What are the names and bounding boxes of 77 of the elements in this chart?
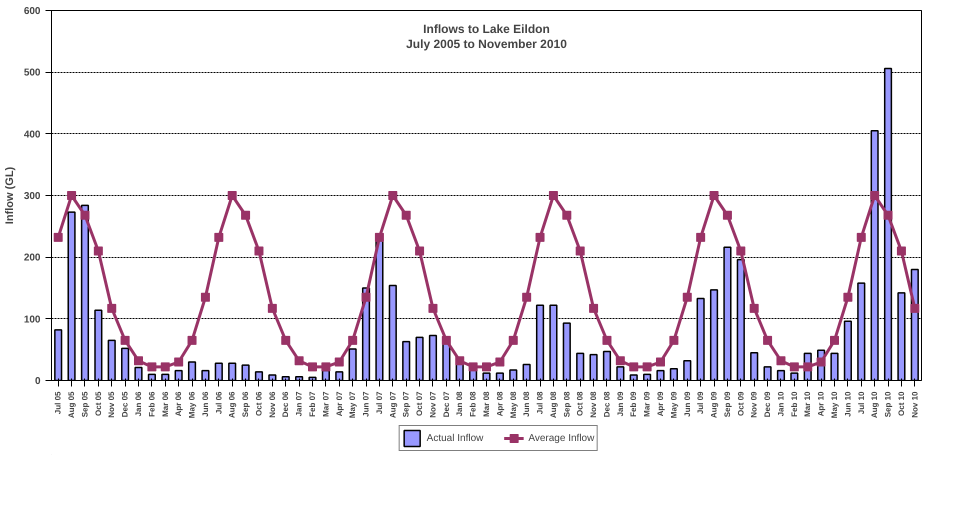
x-tick-label: Oct 05 [94,390,103,416]
x-tick-label: Nov 08 [589,390,598,418]
text: Inflows to Lake Eildon [423,22,550,36]
x-tick-label: Apr 10 [816,390,826,416]
x-tick-label: Jun 07 [362,390,371,417]
x-tick-label: Jul 09 [696,390,706,414]
x-tick-label: Apr 07 [334,390,344,416]
x-tick-label: Mar 08 [482,390,491,417]
x-tick-label: Aug 09 [710,390,719,418]
x-tick-label: Nov 06 [268,390,277,418]
x-tick-label: Nov 10 [910,390,920,418]
x-tick-label: Sep 08 [562,390,572,418]
y-tick-label: 300 [24,191,41,202]
x-tick-label: Oct 08 [576,390,585,416]
legend-label: Average Inflow [528,432,594,444]
y-axis-title: Inflow (GL) [4,166,16,224]
x-tick-label: Jul 05 [54,390,63,414]
x-tick-label: Jan 10 [776,390,786,416]
x-tick-label: Jun 10 [843,390,852,417]
x-tick-label: Jun 08 [522,390,532,417]
y-tick-label: 200 [24,252,41,264]
x-tick-label: Jun 09 [682,390,692,417]
x-tick-label: Aug 07 [388,390,398,418]
x-tick-label: Dec 05 [120,390,130,418]
x-tick-label: Dec 07 [442,390,451,418]
x-tick-label: Apr 09 [656,390,665,416]
x-tick-label: Sep 10 [884,390,893,418]
x-tick-label: Apr 08 [495,390,504,416]
y-tick-label: 500 [24,68,41,79]
legend-label: Actual Inflow [426,432,484,444]
x-tick-label: Sep 05 [80,390,90,418]
x-tick-label: Dec 09 [763,390,772,418]
y-tick-label: 400 [24,129,41,140]
x-tick-label: Apr 06 [174,390,184,416]
x-tick-label: Oct 10 [896,390,906,416]
x-tick-label: Dec 08 [602,390,612,418]
x-tick-label: Oct 07 [415,390,424,416]
x-tick-label: Feb 10 [790,390,799,417]
y-tick-label: 600 [24,6,41,17]
x-tick-label: Jul 07 [374,390,384,414]
x-tick-label: Feb 07 [308,390,317,417]
x-tick-label: Mar 06 [160,390,170,417]
y-tick-label: 100 [24,314,41,326]
x-tick-label: Feb 09 [629,390,638,417]
x-tick-label: May 07 [348,390,358,418]
x-tick-label: Jan 07 [294,390,304,416]
x-tick-label: Jan 09 [616,390,625,416]
x-tick-label: May 08 [508,390,518,418]
x-tick-label: Nov 07 [428,390,438,418]
x-tick-label: Feb 06 [147,390,156,417]
x-tick-label: Aug 08 [548,390,558,418]
x-tick-label: Mar 10 [803,390,812,417]
x-tick-label: Aug 06 [228,390,237,418]
x-tick-label: May 09 [669,390,678,418]
text: July 2005 to November 2010 [406,36,568,51]
x-tick-label: Sep 07 [402,390,411,418]
y-tick-label: 0 [34,376,41,387]
x-tick-label: Nov 09 [750,390,759,418]
x-tick-label: Oct 09 [736,390,746,416]
x-tick-label: Jan 08 [455,390,464,416]
x-tick-label: Sep 09 [722,390,732,418]
x-tick-label: Jan 06 [134,390,143,416]
x-tick-label: May 06 [188,390,197,418]
x-tick-label: Dec 06 [281,390,290,418]
x-tick-label: Mar 07 [321,390,330,417]
x-tick-label: Jul 10 [856,390,866,414]
x-tick-label: Oct 06 [254,390,264,416]
x-tick-label: Jul 06 [214,390,224,414]
x-tick-label: Feb 08 [468,390,478,417]
x-tick-label: May 10 [830,390,839,418]
x-tick-label: Sep 06 [241,390,250,418]
x-tick-label: Aug 05 [67,390,76,418]
x-tick-label: Aug 10 [870,390,880,418]
x-tick-label: Jun 06 [200,390,210,417]
x-tick-label: Mar 09 [642,390,652,417]
x-tick-label: Jul 08 [536,390,545,414]
x-tick-label: Nov 05 [107,390,116,418]
